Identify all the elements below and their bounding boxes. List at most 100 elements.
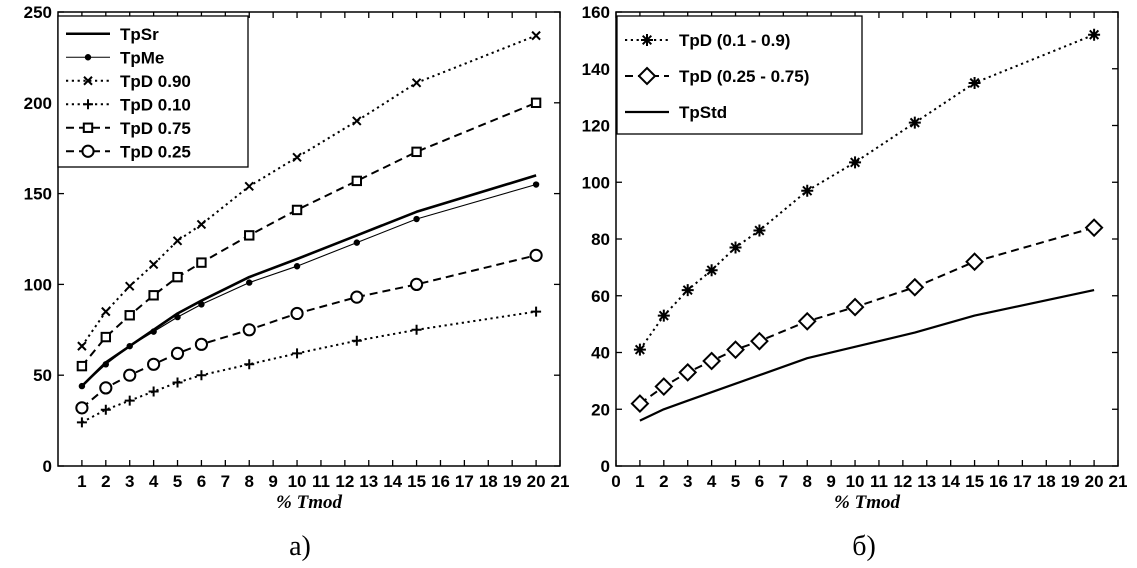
data-point [291,204,303,216]
y-tick-label: 200 [24,94,52,113]
data-point [532,181,540,188]
legend: TpSr TpMe TpD 0.90 TpD 0.10 TpD 0.75 TpD 0.25 [57,15,249,168]
legend-label: TpMe [120,48,164,67]
x-tick-label: 21 [1109,472,1128,491]
x-tick-label: 16 [431,472,450,491]
data-point [845,297,865,317]
series-2 [630,218,1104,413]
series-3 [77,30,541,351]
legend-marker [83,99,93,110]
data-point [194,337,209,351]
data-point [630,394,650,413]
y-tick-label: 150 [24,185,52,204]
series-3 [639,289,1095,422]
x-tick-label: 14 [383,472,402,491]
series-line [639,289,1095,422]
data-point [657,309,670,322]
x-tick-label: 19 [1061,472,1080,491]
x-tick-label: 13 [917,472,936,491]
y-tick-label: 60 [591,287,610,306]
data-point [78,382,86,390]
x-tick-label: 1 [77,472,86,491]
x-tick-label: 4 [707,472,717,491]
data-point [681,284,694,297]
x-tick-label: 21 [551,472,570,491]
x-tick-label: 18 [479,472,498,491]
x-tick-label: 12 [335,472,354,491]
data-point [100,331,112,343]
data-point [147,357,161,371]
legend-label: TpD 0.75 [120,119,191,138]
legend-box [57,15,249,168]
data-point [292,348,303,359]
series-5 [76,97,542,372]
series-6 [75,248,543,415]
y-tick-label: 0 [601,457,610,476]
data-point [905,277,925,297]
x-tick-label: 8 [245,472,254,491]
series-1 [633,28,1101,356]
data-point [198,301,205,308]
legend-label: TpD 0.90 [120,72,191,91]
data-point [531,30,541,41]
y-tick-label: 40 [591,344,610,363]
data-point [351,335,362,346]
data-point [148,290,159,301]
x-tick-label: 6 [197,472,206,491]
x-tick-label: 14 [941,472,960,491]
data-point [968,76,981,89]
x-tick-label: 15 [965,472,984,491]
data-point [292,152,302,162]
data-point [244,230,255,241]
series-2 [78,181,540,390]
legend-label: TpSr [120,25,159,44]
y-tick-label: 160 [582,3,610,22]
data-point [633,343,646,356]
legend-marker [641,34,653,46]
x-tick-label: 16 [989,472,1008,491]
data-point [1084,218,1104,238]
x-tick-label: 0 [611,472,620,491]
x-tick-label: 8 [803,472,812,491]
data-point [353,239,361,246]
legend: TpD (0.1 - 0.9) TpD (0.25 - 0.75) TpStd [616,15,863,135]
data-point [75,401,89,415]
data-point [242,323,256,337]
data-point [529,248,543,262]
x-tick-label: 3 [683,472,692,491]
data-point [352,116,362,126]
x-tick-label: 4 [149,472,159,491]
panel-caption: б) [852,531,876,562]
data-point [244,181,254,192]
data-point [411,78,422,88]
x-tick-label: 20 [1085,472,1104,491]
data-point [246,279,253,286]
x-axis-label: % Tmod [834,492,900,513]
y-tick-label: 100 [582,173,610,192]
y-tick-label: 0 [43,457,52,476]
data-point [411,324,422,335]
data-point [76,360,88,372]
x-tick-label: 9 [826,472,835,491]
data-point [290,306,304,321]
y-tick-label: 20 [591,400,610,419]
x-tick-label: 17 [455,472,474,491]
data-point [126,342,133,350]
x-tick-label: 11 [312,472,330,491]
data-point [351,175,363,187]
data-point [172,271,183,283]
y-tick-label: 80 [591,230,610,249]
legend-marker [83,76,93,86]
x-tick-label: 18 [1037,472,1056,491]
panel-caption: а) [289,531,311,562]
x-tick-label: 10 [288,472,307,491]
data-point [170,346,185,361]
y-tick-label: 100 [24,275,52,294]
y-tick-label: 120 [582,117,610,136]
legend-label: TpD 0.10 [120,95,191,114]
series-line [81,34,537,347]
data-point [965,252,984,272]
